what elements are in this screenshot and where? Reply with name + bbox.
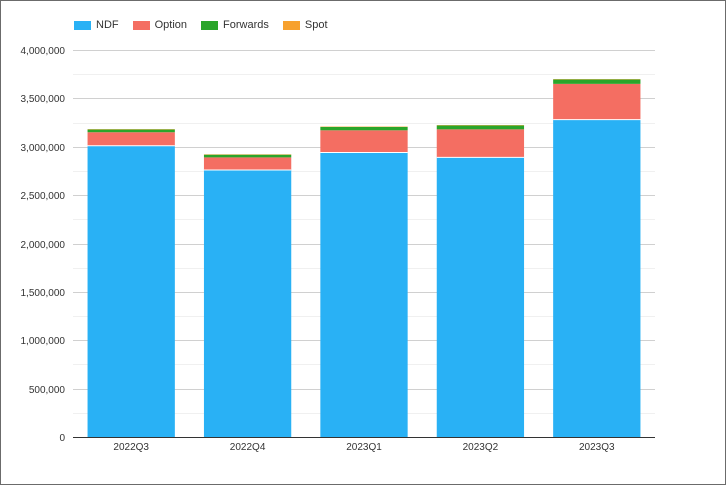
bar-option-2023q1 [320,130,408,153]
bar-forwards-2022q3 [87,129,175,133]
y-tick-label: 3,500,000 [21,94,66,105]
legend-swatch-spot [282,20,300,30]
y-tick-label: 2,500,000 [21,191,66,202]
bar-forwards-2023q2 [436,125,525,130]
bar-ndf-2022q3 [87,145,175,437]
x-tick-label: 2023Q3 [579,442,615,453]
y-tick-label: 4,000,000 [21,46,66,57]
legend-swatch-ndf [74,20,91,30]
bar-option-2023q3 [553,83,641,120]
y-tick-label: 2,000,000 [21,240,66,251]
legend-label-forwards: Forwards [223,19,269,31]
legend-swatch-option [132,20,150,30]
x-tick-label: 2022Q4 [230,442,266,453]
y-tick-label: 3,000,000 [21,143,66,154]
bar-option-2023q2 [436,129,525,158]
bar-forwards-2023q3 [553,79,641,84]
bar-ndf-2022q4 [203,169,292,437]
y-tick-label: 1,000,000 [21,336,66,347]
bar-ndf-2023q3 [553,119,641,437]
bar-option-2022q3 [87,132,175,146]
bar-forwards-2023q1 [320,126,408,131]
bar-ndf-2023q2 [436,157,525,437]
legend-swatch-forwards [201,20,219,30]
y-tick-label: 0 [59,433,65,444]
x-tick-label: 2023Q1 [346,442,382,453]
bar-ndf-2023q1 [320,152,408,437]
legend-item-option[interactable]: Option [132,19,188,31]
x-tick-label: 2022Q3 [113,442,149,453]
y-tick-label: 500,000 [29,385,66,396]
x-tick-label: 2023Q2 [463,442,499,453]
legend-label-option: Option [154,19,188,31]
y-tick-label: 1,500,000 [21,288,66,299]
legend-label-ndf: NDF [96,19,119,31]
legend-item-forwards[interactable]: Forwards [201,19,269,31]
bar-forwards-2022q4 [203,154,292,158]
legend-item-ndf[interactable]: NDF [74,19,119,31]
legend-item-spot[interactable]: Spot [282,19,328,31]
bar-option-2022q4 [203,157,292,170]
legend: NDF Option Forwards Spot [74,19,342,31]
legend-label-spot: Spot [304,19,328,31]
